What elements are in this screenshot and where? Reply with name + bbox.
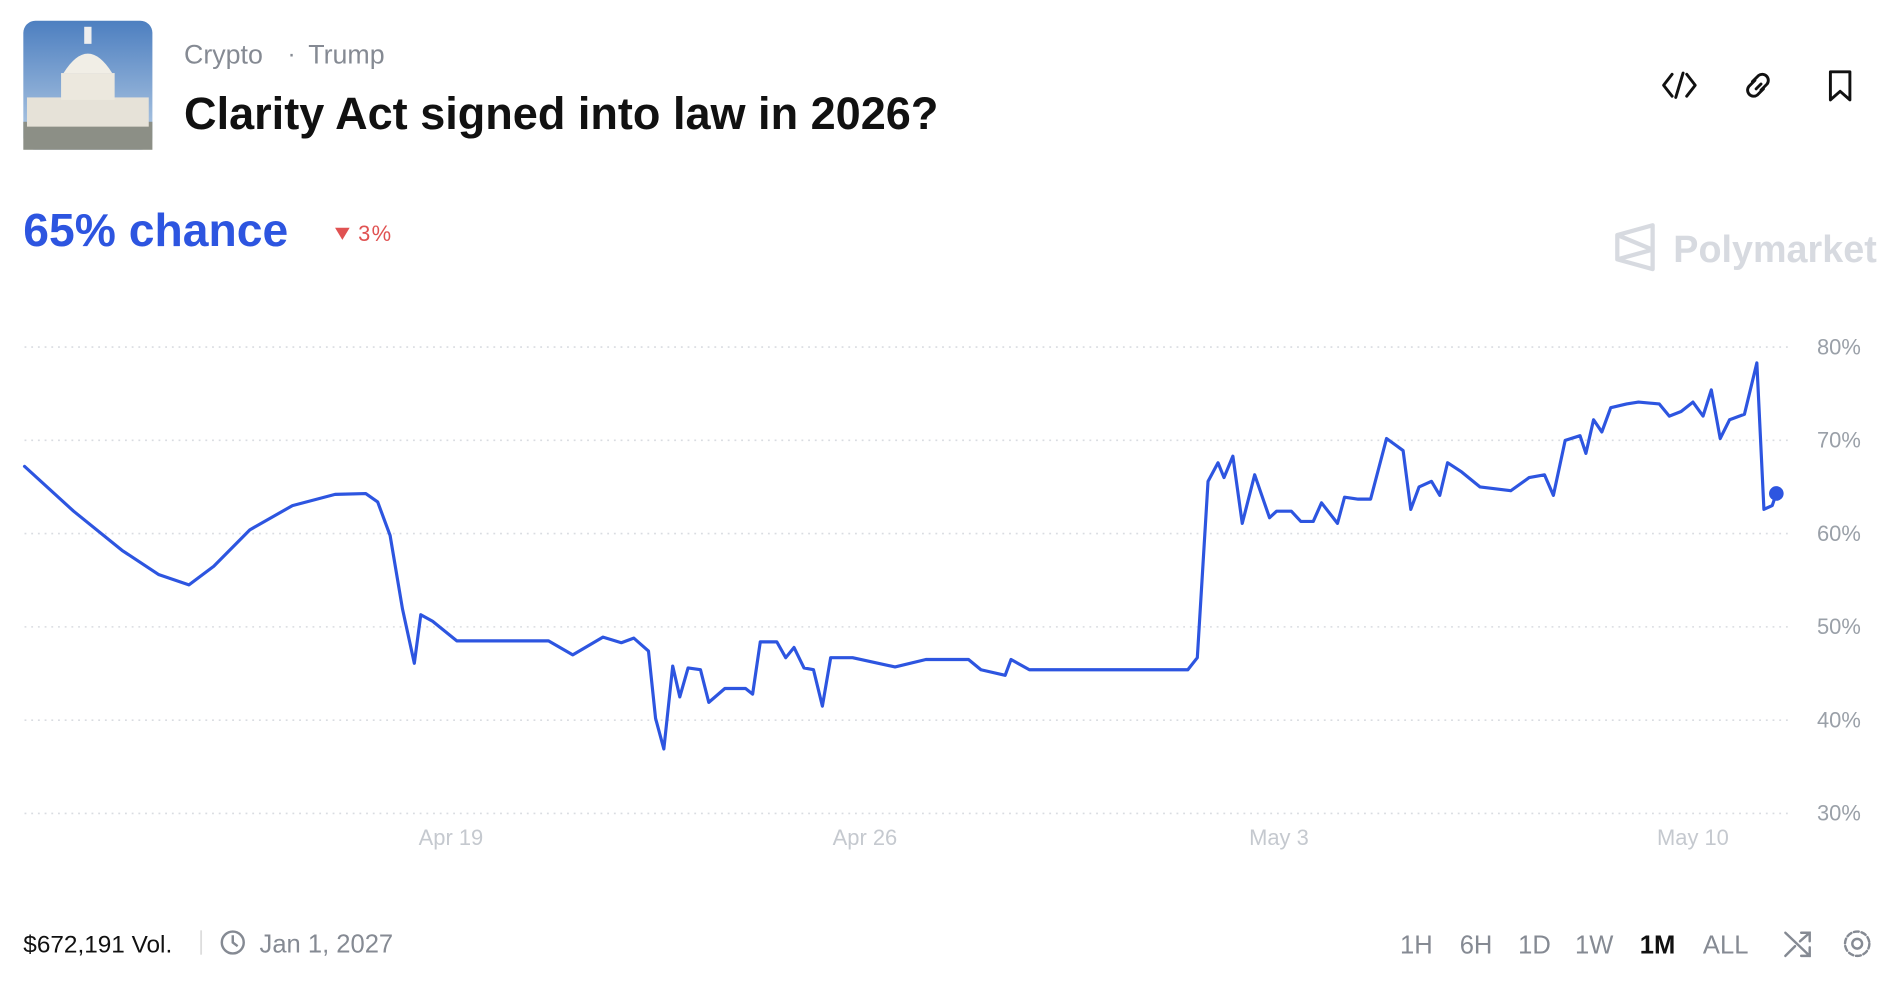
y-tick-label: 80% — [1817, 334, 1861, 359]
market-title: Clarity Act signed into law in 2026? — [184, 88, 938, 139]
separator: · — [288, 41, 296, 68]
market-image — [23, 20, 153, 150]
brand-logo — [1615, 223, 1655, 272]
range-button[interactable]: 1D — [1518, 931, 1551, 959]
end-date: Jan 1, 2027 — [260, 930, 394, 958]
chance: 65% chance — [23, 204, 288, 256]
plot: 30% 40% 50% 60% 70% 80% Apr 19 Apr 26 May 3 May 1… — [22, 334, 1861, 850]
tag[interactable]: Trump — [308, 39, 384, 69]
x-tick-label: May 10 — [1657, 825, 1729, 850]
bookmark-button[interactable] — [1828, 70, 1852, 102]
y-tick-label: 30% — [1817, 801, 1861, 826]
range-button[interactable]: ALL — [1703, 931, 1748, 959]
shuffle-button[interactable] — [1784, 931, 1811, 958]
embed-button[interactable] — [1662, 71, 1697, 99]
range-button[interactable]: 6H — [1460, 931, 1493, 959]
change: 3% — [358, 221, 392, 246]
tag[interactable]: Crypto — [184, 39, 263, 69]
y-tick-label: 40% — [1817, 707, 1861, 732]
range-selector: 1H 6H 1D 1W 1M ALL — [1400, 931, 1748, 959]
x-tick-label: Apr 26 — [833, 825, 898, 850]
copy-link-button[interactable] — [1746, 72, 1770, 98]
y-tick-label: 70% — [1817, 428, 1861, 453]
y-tick-label: 60% — [1817, 521, 1861, 546]
x-tick-label: May 3 — [1249, 825, 1309, 850]
x-tick-label: Apr 19 — [419, 825, 484, 850]
settings-button[interactable] — [1843, 930, 1871, 958]
clock-icon — [220, 930, 245, 955]
volume: $672,191 Vol. — [23, 931, 172, 958]
y-tick-label: 50% — [1817, 614, 1861, 639]
range-button[interactable]: 1H — [1400, 931, 1433, 959]
down-arrow — [335, 227, 350, 240]
brand: Polymarket — [1673, 228, 1877, 270]
range-button[interactable]: 1M — [1640, 931, 1676, 959]
price-line — [22, 361, 1778, 751]
current-point — [1769, 486, 1784, 501]
range-button[interactable]: 1W — [1575, 931, 1614, 959]
